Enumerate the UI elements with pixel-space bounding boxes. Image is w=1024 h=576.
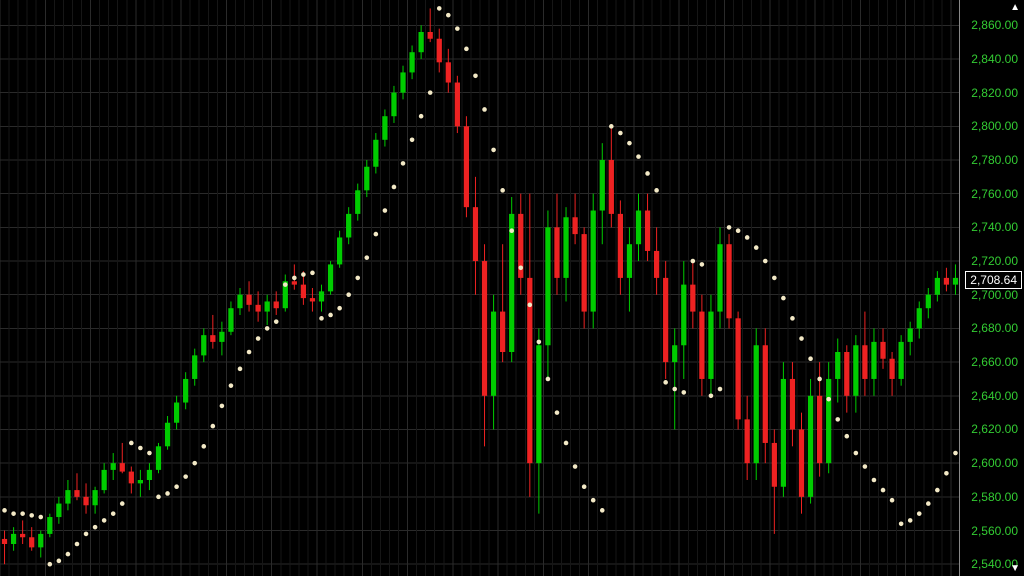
y-tick-label: 2,600.00: [971, 456, 1018, 470]
y-tick-label: 2,860.00: [971, 18, 1018, 32]
y-tick-label: 2,560.00: [971, 524, 1018, 538]
chart-plot-area[interactable]: [0, 0, 960, 576]
y-tick-label: 2,760.00: [971, 187, 1018, 201]
scroll-down-arrow[interactable]: ▼: [1010, 563, 1020, 574]
y-tick-label: 2,640.00: [971, 389, 1018, 403]
y-tick-label: 2,800.00: [971, 119, 1018, 133]
y-tick-label: 2,660.00: [971, 355, 1018, 369]
y-axis: 2,540.002,560.002,580.002,600.002,620.00…: [960, 0, 1024, 576]
y-tick-label: 2,580.00: [971, 490, 1018, 504]
y-tick-label: 2,720.00: [971, 254, 1018, 268]
y-tick-label: 2,820.00: [971, 86, 1018, 100]
y-tick-label: 2,680.00: [971, 321, 1018, 335]
candlestick-chart[interactable]: 2,540.002,560.002,580.002,600.002,620.00…: [0, 0, 1024, 576]
scroll-up-arrow[interactable]: ▲: [1010, 2, 1020, 13]
y-tick-label: 2,620.00: [971, 422, 1018, 436]
y-tick-label: 2,840.00: [971, 52, 1018, 66]
y-tick-label: 2,780.00: [971, 153, 1018, 167]
y-tick-label: 2,700.00: [971, 288, 1018, 302]
y-tick-label: 2,740.00: [971, 220, 1018, 234]
current-price-marker: 2,708.64: [965, 271, 1022, 289]
